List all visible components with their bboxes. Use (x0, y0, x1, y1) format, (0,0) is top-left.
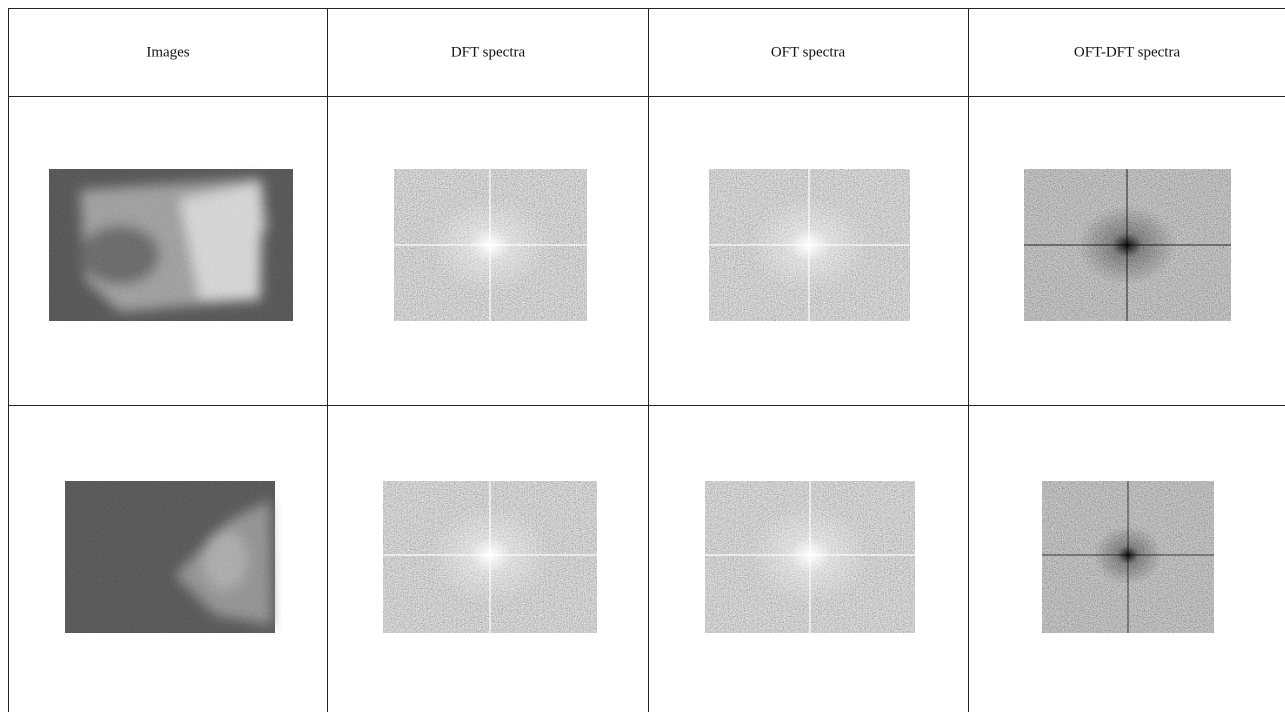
dft-spectrum (394, 169, 587, 321)
photo-image (49, 169, 293, 321)
oft-spectrum (705, 481, 915, 633)
header-cell: DFT spectra (451, 44, 526, 60)
dft-spectrum (383, 481, 597, 633)
difference-spectrum (1042, 481, 1214, 633)
oft-spectrum (709, 169, 910, 321)
header-cell: Images (146, 44, 189, 60)
header-cell: OFT spectra (771, 44, 846, 60)
photo-image (65, 481, 275, 633)
difference-spectrum (1024, 169, 1231, 321)
table: Images DFT spectra OFT spectra OFT-DFT s… (0, 0, 1285, 712)
header-cell: OFT-DFT spectra (1074, 44, 1181, 60)
